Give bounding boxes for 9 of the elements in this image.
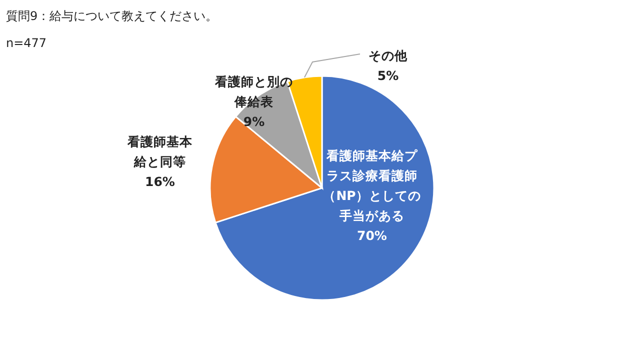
text: n=477 — [6, 36, 47, 50]
slice-label: 看護師基本給と同等 — [126, 133, 194, 171]
data-label: 70% — [356, 227, 388, 245]
slice-label: 看護師基本給プラス診療看護師（NP）としての手当がある — [323, 147, 421, 225]
chart-title: 質問9：給与について教えてください。 — [6, 8, 218, 25]
data-label: 9% — [242, 113, 266, 131]
data-label: 16% — [144, 173, 176, 191]
data-label: 5% — [376, 67, 400, 85]
slice-label: その他 — [368, 47, 408, 65]
